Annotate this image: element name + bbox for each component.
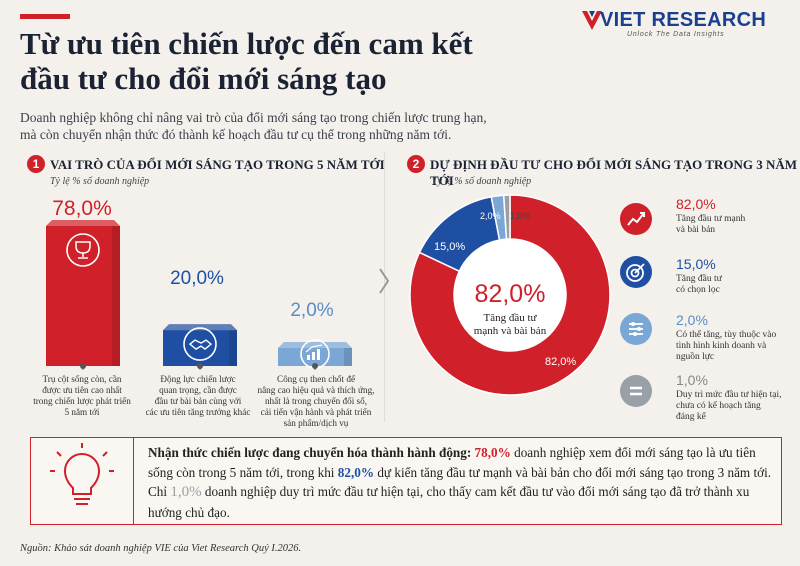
- trophy-icon: [75, 241, 91, 259]
- donut-hole: [455, 240, 565, 350]
- handshake-icon: [188, 339, 213, 350]
- donut-slice-1: [409, 194, 611, 396]
- bar-top-3: [278, 342, 352, 348]
- slice-label-3: 2,0%: [480, 211, 501, 221]
- bar-top-1: [46, 220, 120, 226]
- logo-tagline: Unlock The Data Insights: [627, 31, 725, 38]
- bar-desc-2: Động lực chiến lược quan trọng, cần được đ…: [145, 374, 251, 417]
- donut-chart: [409, 194, 611, 396]
- bar-shade-3: [344, 348, 352, 366]
- legend-desc-1: Tăng đầu tư mạnh và bài bản: [676, 214, 746, 235]
- callout-value-2: 82,0%: [337, 464, 375, 480]
- section-2-title: DỰ ĐỊNH ĐẦU TƯ CHO ĐỔI MỚI SÁNG TẠO TRON…: [430, 157, 798, 188]
- section-1-number: 1: [27, 155, 45, 173]
- slice-label-1: 82,0%: [545, 356, 577, 368]
- legend-desc-3: Có thể tăng, tùy thuộc vào tình hình kinh…: [676, 330, 777, 362]
- slice-label-2: 15,0%: [434, 241, 466, 253]
- bar-desc-1: Trụ cột sống còn, cần được ưu tiên cao nh…: [33, 374, 131, 417]
- logo-text: VIET RESEARCH: [600, 9, 767, 31]
- section-1-subtitle: Tỷ lệ % số doanh nghiệp: [50, 176, 150, 187]
- bar-anchor-dot-1: [80, 363, 86, 369]
- legend-icon-bg-2: [620, 256, 652, 288]
- sliders-icon: [629, 322, 643, 336]
- bar-chart: [46, 220, 352, 370]
- legend-value-3: 2,0%: [676, 312, 708, 328]
- section-1-title: VAI TRÒ CỦA ĐỔI MỚI SÁNG TẠO TRONG 5 NĂM…: [50, 157, 385, 172]
- growth-chart-icon: [305, 344, 323, 360]
- donut-center-label: Tăng đầu tư mạnh và bài bản: [473, 312, 547, 337]
- legend-icon-bg-4: [620, 375, 652, 407]
- callout-text: Nhận thức chiến lược đang chuyển hóa thà…: [148, 445, 772, 520]
- bar-top-2: [163, 324, 237, 331]
- lightbulb-icon: [50, 443, 114, 505]
- bar-icon-ring-2: [183, 327, 217, 361]
- bar-anchor-dot-3: [312, 363, 318, 369]
- legend-icon-bg-1: [620, 203, 652, 235]
- legend-value-4: 1,0%: [676, 372, 708, 388]
- bar-value-label-3: 2,0%: [290, 300, 334, 321]
- growth-spark-icon: [627, 212, 645, 226]
- bar-anchor-dot-2: [197, 363, 203, 369]
- callout-value-3: 1,0%: [170, 484, 202, 500]
- chevron-right-icon: [379, 268, 390, 294]
- intro-line-1: Doanh nghiệp không chỉ nâng vai trò của …: [20, 110, 487, 125]
- page-title: Từ ưu tiên chiến lược đến cam kết đầu tư…: [20, 26, 580, 96]
- legend-value-2: 15,0%: [676, 256, 716, 272]
- intro-line-2: mà còn chuyển nhận thức đó thành kế hoạc…: [20, 127, 452, 142]
- title-line-1: Từ ưu tiên chiến lược đến cam kết: [20, 26, 473, 61]
- bar-desc-3: Công cụ then chốt để nâng cao hiệu quả và…: [257, 374, 375, 428]
- target-icon: [626, 263, 645, 282]
- bar-1: [46, 226, 120, 366]
- donut-center-value: 82,0%: [474, 280, 546, 308]
- section-2-number: 2: [407, 155, 425, 173]
- logo-mark-icon: [582, 11, 602, 30]
- bar-value-label-1: 78,0%: [52, 197, 112, 220]
- accent-bar: [20, 14, 70, 19]
- title-line-2: đầu tư cho đổi mới sáng tạo: [20, 61, 387, 96]
- section-2-subtitle: Tỷ lệ % số doanh nghiệp: [432, 176, 532, 187]
- legend-icon-bg-3: [620, 313, 652, 345]
- source-note: Nguồn: Khảo sát doanh nghiệp VIE của Vie…: [20, 543, 302, 554]
- legend-value-1: 82,0%: [676, 196, 716, 212]
- bar-shade-1: [112, 226, 120, 366]
- callout-box: [133, 437, 782, 525]
- bar-value-label-2: 20,0%: [170, 268, 224, 289]
- callout-value-1: 78,0%: [474, 445, 511, 460]
- bar-shade-2: [229, 330, 237, 366]
- bar-icon-ring-1: [66, 233, 100, 267]
- legend-desc-2: Tăng đầu tư có chọn lọc: [676, 274, 722, 295]
- slice-label-4: 1,0%: [510, 211, 531, 221]
- callout-icon-box: [30, 437, 135, 525]
- donut-slice-4: [502, 194, 511, 240]
- legend-desc-4: Duy trì mức đầu tư hiện tại, chưa có kế h…: [676, 390, 782, 422]
- intro-text: Doanh nghiệp không chỉ nâng vai trò của …: [20, 109, 580, 143]
- callout-lead: Nhận thức chiến lược đang chuyển hóa thà…: [148, 445, 472, 460]
- equal-icon: [630, 386, 642, 396]
